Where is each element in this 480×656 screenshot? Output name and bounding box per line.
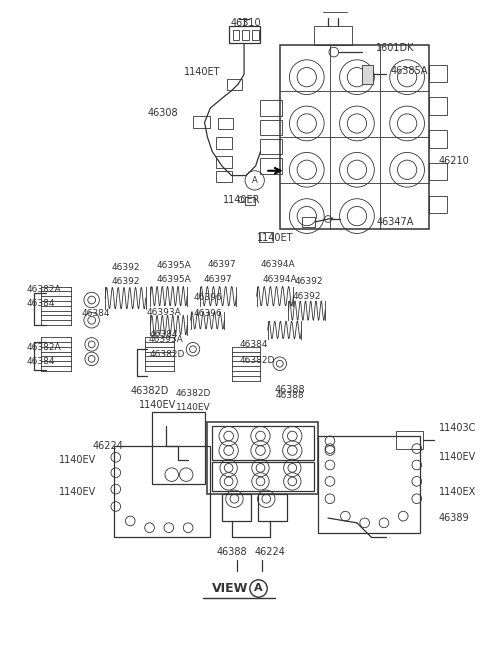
Bar [114,445,210,537]
Text: 46224: 46224 [93,441,123,451]
Text: 46382D: 46382D [239,356,275,365]
Text: 46382A: 46382A [27,343,61,352]
Text: 1140EV: 1140EV [139,400,176,410]
Bar [212,462,313,491]
Bar [242,30,249,39]
Bar [429,163,447,180]
Text: 1140ET: 1140ET [183,68,220,77]
Text: 1140EX: 1140EX [439,487,476,497]
Bar [216,137,231,148]
Text: 1140EV: 1140EV [59,487,96,497]
Text: 46210: 46210 [439,156,470,166]
Bar [280,45,429,229]
Text: 1140ET: 1140ET [257,234,293,243]
Text: 46397: 46397 [204,276,232,284]
Text: A: A [252,176,258,185]
Bar [429,65,447,82]
Text: 46396: 46396 [193,309,222,318]
Text: 46388: 46388 [275,391,304,400]
Text: 46384: 46384 [239,340,268,349]
Text: 1140EV: 1140EV [439,452,476,462]
Text: 1140EV: 1140EV [59,455,96,465]
Bar [429,98,447,115]
Text: 46224: 46224 [255,547,286,557]
Text: 46392: 46392 [111,262,140,272]
Text: VIEW: VIEW [212,582,249,595]
Text: A: A [254,583,263,594]
Text: 46392: 46392 [294,277,323,286]
Text: 1140ER: 1140ER [223,195,261,205]
Bar [313,26,352,45]
Text: 46389: 46389 [439,513,469,523]
Bar [258,494,287,521]
Bar [259,232,273,242]
Text: 1601DK: 1601DK [376,43,415,53]
Bar [153,412,205,484]
Bar [222,494,251,521]
Bar [261,100,282,115]
Text: 46382D: 46382D [131,386,169,396]
Text: 46347A: 46347A [376,217,414,227]
Text: 46395A: 46395A [156,276,191,284]
Text: 46396: 46396 [193,293,222,302]
Bar [261,158,282,174]
Text: 46384: 46384 [27,299,56,308]
Text: 46394A: 46394A [261,260,295,269]
Text: 46382A: 46382A [27,285,61,294]
Text: 46385A: 46385A [391,66,428,76]
Bar [227,79,242,90]
Text: 46394A: 46394A [263,276,297,284]
Bar [261,119,282,135]
Text: 46382D: 46382D [150,350,185,359]
Text: 46395A: 46395A [156,261,191,270]
Bar [216,171,231,182]
Bar [429,196,447,213]
Bar [212,426,313,460]
Text: 46384: 46384 [82,309,110,318]
Text: 46310: 46310 [231,18,261,28]
Text: 46382D: 46382D [175,389,211,398]
Text: 46384: 46384 [27,358,56,366]
Text: 46397: 46397 [207,260,236,269]
Text: 11403C: 11403C [439,423,476,434]
Bar [396,431,422,449]
Bar [318,436,420,533]
Bar [207,422,318,494]
Text: 46388: 46388 [274,384,305,395]
Bar [218,117,233,129]
Bar [193,115,210,129]
Bar [232,30,239,39]
Text: 46392: 46392 [111,277,140,286]
Text: 46384: 46384 [150,330,178,339]
Bar [302,217,315,227]
Text: 46393A: 46393A [149,335,183,344]
Bar [261,139,282,154]
Bar [252,30,259,39]
Bar [362,65,373,84]
Text: 46308: 46308 [148,108,179,118]
Text: 1140EV: 1140EV [176,403,210,411]
Bar [245,197,255,205]
Text: 46392: 46392 [292,292,321,300]
Bar [216,156,231,168]
Text: 46393A: 46393A [146,308,181,317]
Text: 46388: 46388 [216,547,247,557]
Bar [429,131,447,148]
Bar [228,26,260,43]
